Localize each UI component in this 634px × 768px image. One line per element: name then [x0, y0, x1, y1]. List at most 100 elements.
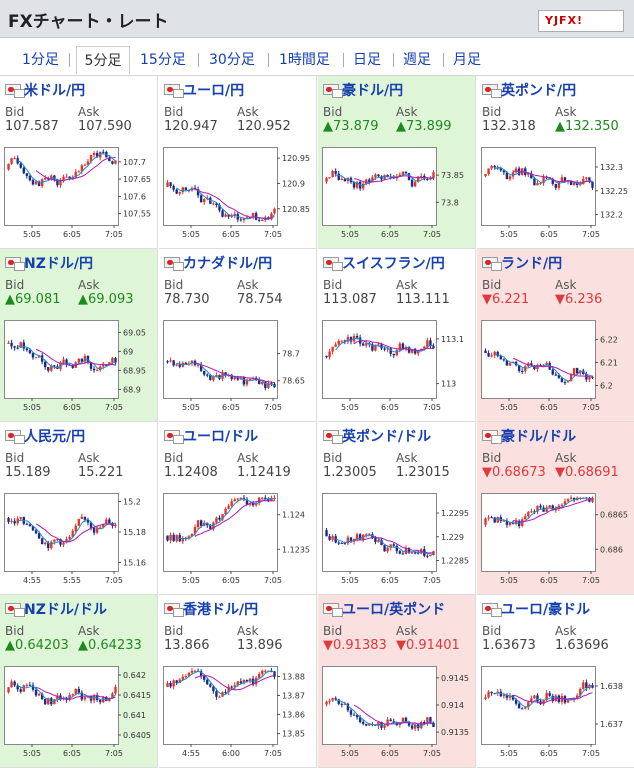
candle-body — [490, 517, 493, 519]
rate-panel[interactable]: ユーロ/英ポンド Bid Ask ▼0.91383 ▼0.91401 0.9145 0.91… — [318, 595, 476, 768]
y-tick-label: 107.7 — [123, 158, 146, 167]
candle-body — [248, 678, 252, 682]
candle-body — [56, 179, 59, 186]
candle-body — [166, 682, 169, 687]
pair-name[interactable]: ユーロ/英ポンド — [342, 602, 446, 618]
price-chart[interactable]: 78.7 78.65 5:05 6:05 7:05 — [163, 320, 313, 418]
tab-daily[interactable]: 日足 — [353, 52, 381, 68]
rate-panel[interactable]: 豪ドル/円 Bid Ask ▲73.879 ▲73.899 73.85 73.8 5:05 6:… — [318, 76, 476, 249]
price-chart[interactable]: 1.638 1.637 5:05 6:05 7:05 — [481, 666, 631, 764]
candle-body — [520, 370, 524, 372]
price-chart[interactable]: 15.2 15.18 15.16 4:55 5:55 7:05 — [4, 493, 154, 591]
rate-panel[interactable]: ユーロ/豪ドル Bid Ask 1.63673 1.63696 1.638 1.637 5:0… — [477, 595, 634, 768]
candle-body — [230, 501, 233, 506]
x-tick-label: 7:05 — [105, 576, 123, 585]
rate-panel[interactable]: 香港ドル/円 Bid Ask 13.866 13.896 13.88 13.87 13.86 1… — [159, 595, 317, 768]
candle-body — [224, 508, 227, 515]
candle-body — [111, 161, 114, 164]
tab-weekly[interactable]: 週足 — [403, 52, 431, 68]
tab-15min[interactable]: 15分足 — [140, 52, 186, 68]
candle-body — [505, 520, 509, 525]
pair-name[interactable]: ユーロ/豪ドル — [501, 602, 591, 618]
pair-name[interactable]: 英ポンド/ドル — [342, 429, 432, 445]
price-chart[interactable]: 0.642 0.6415 0.641 0.6405 5:05 6:05 7:05 — [4, 666, 154, 764]
rate-panel[interactable]: NZドル/ドル Bid Ask ▲0.64203 ▲0.64233 0.642 0.6415… — [0, 595, 158, 768]
pair-name[interactable]: 豪ドル/ドル — [501, 429, 577, 445]
price-chart[interactable]: 113.1 113 5:05 6:05 7:05 — [322, 320, 472, 418]
candle-body — [56, 538, 59, 540]
pair-name[interactable]: 豪ドル/円 — [342, 83, 404, 99]
x-tick-label: 7:05 — [582, 230, 600, 239]
pair-name[interactable]: NZドル/ドル — [24, 602, 107, 618]
pair-name[interactable]: ユーロ/ドル — [183, 429, 259, 445]
rate-panel[interactable]: ユーロ/ドル Bid Ask 1.12408 1.12419 1.124 1.1235 5:0… — [159, 422, 317, 595]
tab-monthly[interactable]: 月足 — [453, 52, 481, 68]
candle-body — [209, 684, 212, 687]
price-chart[interactable]: 107.7 107.65 107.6 107.55 5:05 6:05 7:05 — [4, 147, 154, 245]
rate-panel[interactable]: ユーロ/円 Bid Ask 120.947 120.952 120.95 120.9 120.… — [159, 76, 317, 249]
pair-name[interactable]: 香港ドル/円 — [183, 602, 259, 618]
tab-1min[interactable]: 1分足 — [22, 52, 59, 68]
rate-panel[interactable]: NZドル/円 Bid Ask ▲69.081 ▲69.093 69.05 69 68.95 68… — [0, 249, 158, 422]
pair-name[interactable]: スイスフラン/円 — [342, 256, 445, 272]
candle-body — [365, 723, 368, 726]
pair-name[interactable]: カナダドル/円 — [183, 256, 273, 272]
rate-panel[interactable]: ランド/円 Bid Ask ▼6.221 ▼6.236 6.22 6.21 6.2 5:05 6:… — [477, 249, 634, 422]
bid-value: 113.087 — [323, 292, 377, 307]
pair-name[interactable]: 人民元/円 — [24, 429, 86, 445]
rate-panel[interactable]: 英ポンド/ドル Bid Ask 1.23005 1.23015 1.2295 1.229 1.… — [318, 422, 476, 595]
candle-body — [548, 505, 551, 508]
candle-body — [582, 370, 585, 375]
price-chart[interactable]: 69.05 69 68.95 68.9 5:05 6:05 7:05 — [4, 320, 154, 418]
candle-body — [337, 699, 340, 704]
y-tick-label: 0.9135 — [441, 728, 469, 737]
yjfx-logo[interactable]: YJFX! — [538, 10, 624, 32]
candle-body — [560, 377, 564, 383]
x-tick-label: 6:05 — [222, 576, 240, 585]
rate-panel[interactable]: 米ドル/円 Bid Ask 107.587 107.590 107.7 107.65 107.… — [0, 76, 158, 249]
price-chart[interactable]: 1.2295 1.229 1.2285 5:05 6:05 7:05 — [322, 493, 472, 591]
price-chart[interactable]: 1.124 1.1235 5:05 6:05 7:05 — [163, 493, 313, 591]
price-chart[interactable]: 0.6865 0.686 5:05 6:05 7:05 — [481, 493, 631, 591]
pair-name[interactable]: ユーロ/円 — [183, 83, 245, 99]
pair-name[interactable]: ランド/円 — [501, 256, 563, 272]
bid-label: Bid — [5, 278, 25, 292]
bid-value: 107.587 — [5, 119, 59, 134]
pair-name[interactable]: 英ポンド/円 — [501, 83, 577, 99]
candle-body — [429, 340, 432, 347]
candle-body — [233, 685, 236, 687]
candle-body — [270, 497, 273, 501]
tab-30min[interactable]: 30分足 — [209, 52, 255, 68]
rate-panel[interactable]: 人民元/円 Bid Ask 15.189 15.221 15.2 15.18 15.16 4:5… — [0, 422, 158, 595]
candle-body — [517, 703, 521, 709]
price-chart[interactable]: 120.95 120.9 120.85 5:05 6:05 7:05 — [163, 147, 313, 245]
candle-body — [493, 351, 496, 356]
price-chart[interactable]: 6.22 6.21 6.2 5:05 6:05 7:05 — [481, 320, 631, 418]
pair-name[interactable]: NZドル/円 — [24, 256, 93, 272]
bid-label: Bid — [5, 451, 25, 465]
x-tick-label: 4:55 — [23, 576, 41, 585]
price-chart[interactable]: 73.85 73.8 5:05 6:05 7:05 — [322, 147, 472, 245]
price-chart[interactable]: 0.9145 0.914 0.9135 5:05 6:05 7:05 — [322, 666, 472, 764]
tab-5min[interactable]: 5分足 — [76, 46, 130, 74]
pair-name[interactable]: 米ドル/円 — [24, 83, 86, 99]
candle-body — [407, 721, 411, 726]
candle-body — [389, 544, 392, 548]
short-moving-average-line — [176, 498, 275, 540]
x-tick-label: 7:05 — [264, 403, 282, 412]
rate-panel[interactable]: 英ポンド/円 Bid Ask 132.318 ▲132.350 132.3 132.25 13… — [477, 76, 634, 249]
tab-1hour[interactable]: 1時間足 — [279, 52, 330, 68]
plot-area — [4, 666, 119, 745]
rate-panel[interactable]: 豪ドル/ドル Bid Ask ▼0.68673 ▼0.68691 0.6865 0.686 5… — [477, 422, 634, 595]
rate-panel[interactable]: カナダドル/円 Bid Ask 78.730 78.754 78.7 78.65 5:05 6:… — [159, 249, 317, 422]
ask-value: ▲73.899 — [396, 119, 452, 134]
candlestick-chart: 78.7 78.65 5:05 6:05 7:05 — [163, 320, 305, 412]
price-chart[interactable]: 132.3 132.25 132.2 5:05 6:05 7:05 — [481, 147, 631, 245]
candle-body — [224, 214, 227, 217]
candle-body — [92, 152, 96, 156]
price-chart[interactable]: 13.88 13.87 13.86 13.85 4:55 6:00 7:05 — [163, 666, 313, 764]
rate-panel[interactable]: スイスフラン/円 Bid Ask 113.087 113.111 113.1 113 5:05… — [318, 249, 476, 422]
plot-area — [4, 320, 119, 399]
candle-body — [340, 542, 344, 544]
candle-body — [212, 686, 215, 692]
